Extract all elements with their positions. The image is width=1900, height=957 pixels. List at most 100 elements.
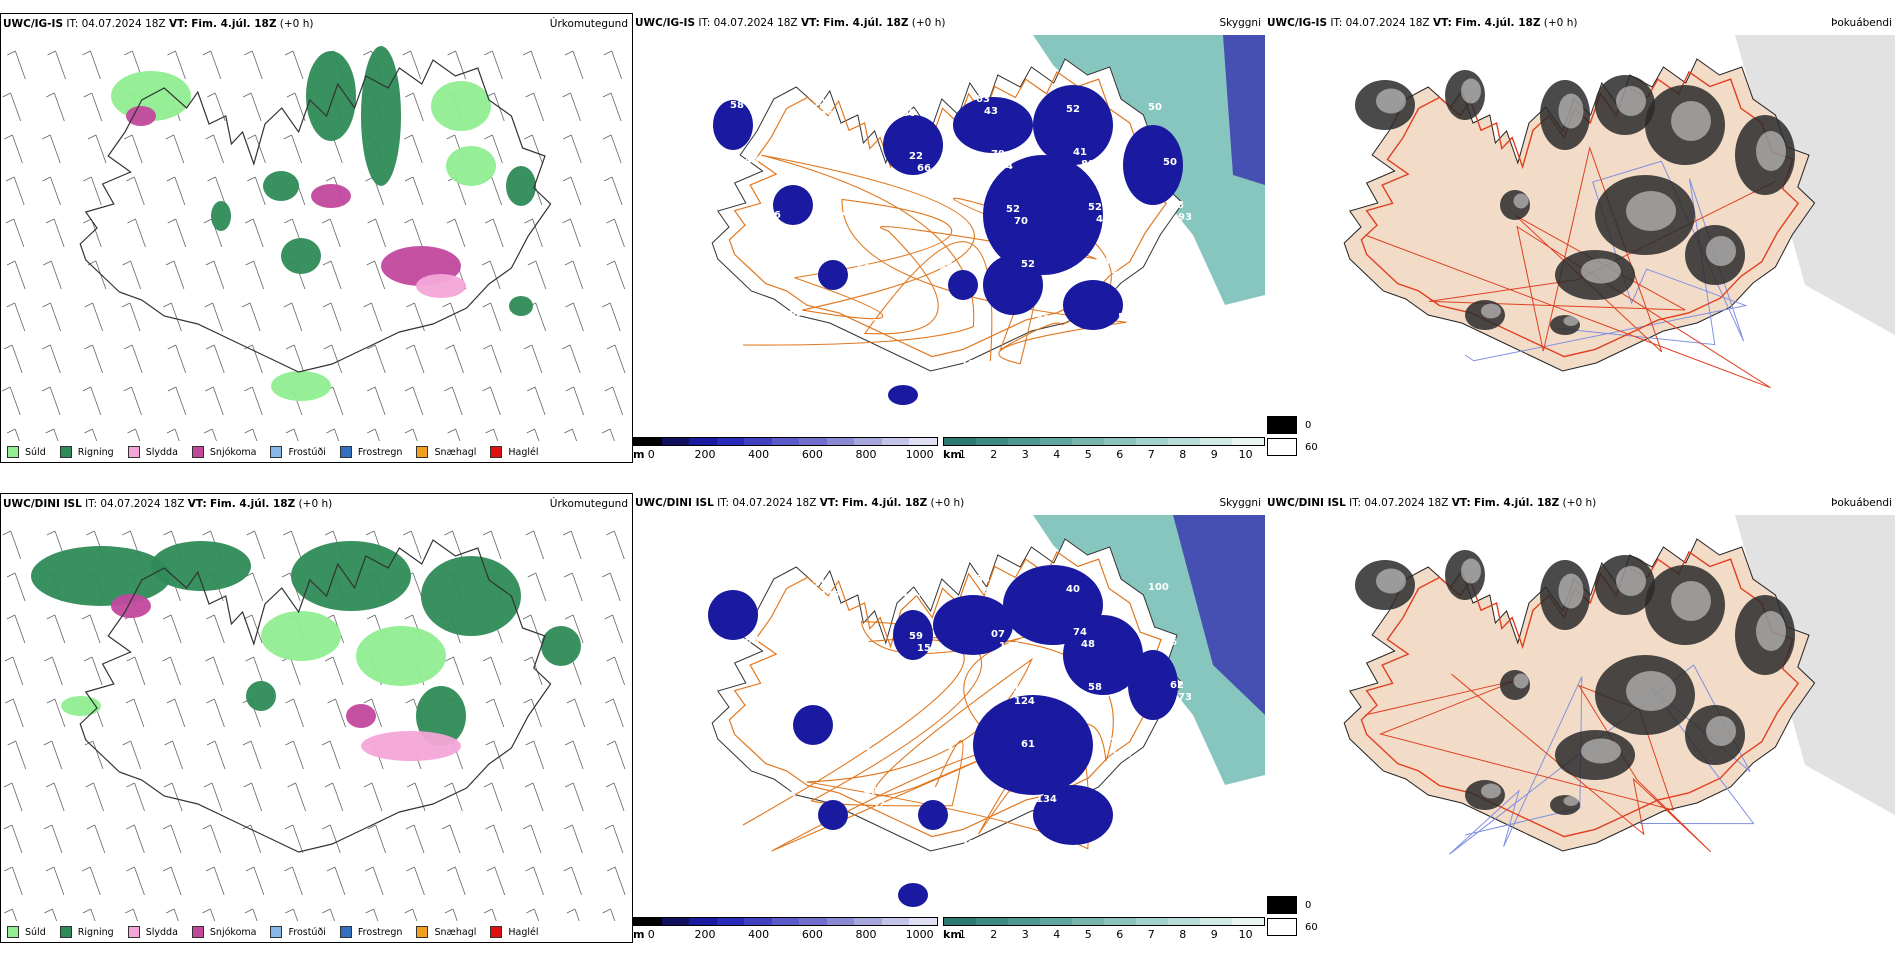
precip-area bbox=[431, 81, 491, 131]
ceiling-label: 47 bbox=[894, 576, 908, 587]
iceland-outline bbox=[79, 59, 552, 373]
vt-value: Fim. 4.júl. 18Z bbox=[191, 18, 277, 30]
precip-area bbox=[509, 296, 533, 316]
wind-barb bbox=[565, 386, 585, 416]
ceiling-label: 62 bbox=[1170, 680, 1184, 691]
wind-barb bbox=[243, 614, 263, 644]
wind-barb bbox=[364, 866, 384, 896]
ceiling-label: 66 bbox=[917, 163, 931, 174]
colorbar-bin bbox=[1136, 438, 1168, 445]
wind-barb bbox=[446, 218, 466, 248]
colorbar-tick: 9 bbox=[1210, 928, 1218, 941]
ceiling-labels: 2561171571241431541401431405741437858487… bbox=[723, 537, 1236, 866]
fog-highlight bbox=[1756, 131, 1786, 171]
colorbar-tick: 1000 bbox=[905, 448, 934, 461]
wind-barb bbox=[6, 428, 20, 441]
legend-item: Frostregn bbox=[339, 926, 402, 938]
legend-item: Súld bbox=[7, 926, 46, 938]
ceiling-areas bbox=[708, 565, 1178, 907]
wind-barb bbox=[486, 866, 506, 896]
fog-areas bbox=[1355, 70, 1795, 335]
wind-barb bbox=[46, 614, 66, 644]
fog-area bbox=[1465, 300, 1505, 330]
ceiling-label: 40 bbox=[1066, 584, 1080, 595]
ceiling-label: 55 bbox=[1200, 310, 1214, 321]
fog-legend-bottom: 0 60 bbox=[1267, 894, 1318, 938]
precip-area bbox=[151, 541, 251, 591]
legend-item: Frostúði bbox=[270, 446, 326, 458]
fog-legend-row: 60 bbox=[1267, 436, 1318, 458]
lead-time: (+0 h) bbox=[279, 18, 314, 30]
ceiling-area bbox=[953, 97, 1033, 153]
wind-barb bbox=[84, 740, 104, 770]
precip-area bbox=[281, 238, 321, 274]
wind-barb bbox=[242, 92, 262, 122]
wind-barb bbox=[207, 176, 226, 206]
colorbar-tick: 2 bbox=[990, 928, 998, 941]
fog-area bbox=[1735, 115, 1795, 195]
wind-barb bbox=[605, 782, 625, 812]
model-name: UWC/DINI ISL bbox=[1267, 497, 1346, 509]
vt-label: VT: bbox=[819, 497, 839, 509]
colorbar-tick: 800 bbox=[855, 448, 877, 461]
colorbar-bin bbox=[634, 438, 662, 445]
wind-barb bbox=[564, 572, 583, 602]
colorbar-tick: 1 bbox=[958, 448, 966, 461]
wind-barb bbox=[205, 656, 224, 686]
it-label: IT: bbox=[1349, 497, 1362, 509]
panel-header: UWC/DINI ISL IT: 04.07.2024 18Z VT: Fim.… bbox=[3, 498, 628, 512]
ceiling-label: 78 bbox=[887, 853, 901, 864]
ceiling-label: 84 bbox=[1133, 847, 1147, 858]
ceiling-label: 124 bbox=[1014, 696, 1035, 707]
colorbar-strip bbox=[633, 917, 938, 926]
roads bbox=[1364, 673, 1712, 853]
ceiling-label: 64 bbox=[924, 686, 938, 697]
colorbar-tick: 5 bbox=[1084, 928, 1092, 941]
fog-legend-swatch bbox=[1267, 896, 1297, 914]
legend-item: Haglél bbox=[490, 446, 539, 458]
wind-barb bbox=[367, 344, 386, 374]
precip-area bbox=[541, 626, 581, 666]
legend-swatch bbox=[270, 446, 283, 458]
colorbar-tick: 8 bbox=[1179, 928, 1187, 941]
iceland-outline bbox=[79, 539, 552, 853]
ceiling-label: 74 bbox=[1073, 627, 1087, 638]
colorbar-tick: 8 bbox=[1179, 448, 1187, 461]
fog-area bbox=[1550, 315, 1580, 335]
legend-label: Rigning bbox=[77, 446, 114, 458]
ceiling-label: 73 bbox=[1178, 692, 1192, 703]
fog-area bbox=[1500, 670, 1530, 700]
wind-barb bbox=[526, 428, 540, 441]
precip-area bbox=[211, 201, 231, 231]
colorbar-tick: 9 bbox=[1210, 448, 1218, 461]
fog-highlight bbox=[1376, 568, 1406, 594]
wind-barb bbox=[606, 260, 626, 290]
wind-barb bbox=[404, 176, 424, 206]
wind-barb bbox=[322, 824, 341, 854]
precip-area bbox=[361, 731, 461, 761]
fog-legend-value: 0 bbox=[1305, 419, 1312, 431]
ceiling-area bbox=[933, 595, 1013, 655]
wind-barb bbox=[526, 386, 546, 416]
it-label: IT: bbox=[1330, 17, 1343, 29]
wind-barb bbox=[442, 302, 461, 332]
colorbar-bin bbox=[634, 918, 662, 925]
precip-area bbox=[346, 704, 376, 728]
wind-barb bbox=[166, 428, 180, 441]
colorbar-bin bbox=[716, 438, 745, 445]
wind-barb bbox=[126, 656, 146, 686]
wind-barb bbox=[564, 740, 584, 770]
wind-barb bbox=[2, 530, 22, 560]
ceiling-label: 49 bbox=[1185, 255, 1199, 266]
ceiling-label: 43 bbox=[760, 690, 774, 701]
wind-barb bbox=[247, 134, 266, 164]
ceiling-label: 63 bbox=[976, 94, 990, 105]
ceiling-label: 5 bbox=[864, 306, 871, 317]
fog-area bbox=[1355, 560, 1415, 610]
wind-barb bbox=[205, 260, 225, 290]
wind-barb bbox=[444, 386, 463, 416]
ceiling-colorbar-top: m 0 200 400 600 800 1000 bbox=[633, 437, 938, 477]
colorbar-bin bbox=[1232, 918, 1264, 925]
wind-barb bbox=[126, 866, 145, 896]
wind-barb bbox=[482, 260, 501, 290]
